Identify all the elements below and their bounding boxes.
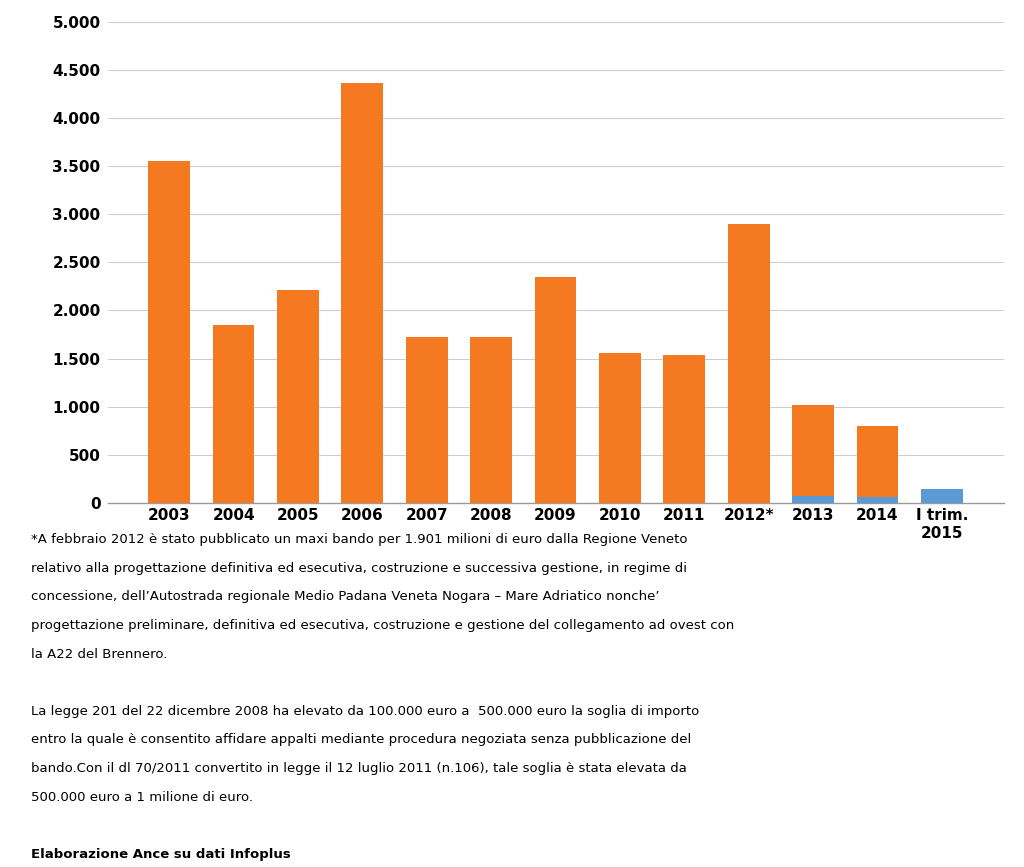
Text: concessione, dell’Autostrada regionale Medio Padana Veneta Nogara – Mare Adriati: concessione, dell’Autostrada regionale M…: [31, 590, 659, 603]
Bar: [728, 224, 770, 503]
Text: 500.000 euro a 1 milione di euro.: 500.000 euro a 1 milione di euro.: [31, 791, 253, 804]
Bar: [278, 290, 318, 503]
Text: entro la quale è consentito affidare appalti mediante procedura negoziata senza : entro la quale è consentito affidare app…: [31, 733, 691, 746]
Bar: [341, 83, 383, 503]
Bar: [148, 161, 190, 503]
Text: *A febbraio 2012 è stato pubblicato un maxi bando per 1.901 milioni di euro dall: *A febbraio 2012 è stato pubblicato un m…: [31, 533, 687, 546]
Text: relativo alla progettazione definitiva ed esecutiva, costruzione e successiva ge: relativo alla progettazione definitiva e…: [31, 562, 687, 575]
Bar: [793, 405, 834, 503]
Bar: [856, 497, 898, 503]
Bar: [535, 277, 577, 503]
Bar: [856, 426, 898, 503]
Text: La legge 201 del 22 dicembre 2008 ha elevato da 100.000 euro a  500.000 euro la : La legge 201 del 22 dicembre 2008 ha ele…: [31, 705, 699, 718]
Text: progettazione preliminare, definitiva ed esecutiva, costruzione e gestione del c: progettazione preliminare, definitiva ed…: [31, 619, 734, 632]
Bar: [921, 489, 963, 503]
Text: Elaborazione Ance su dati Infoplus: Elaborazione Ance su dati Infoplus: [31, 848, 291, 861]
Bar: [793, 496, 834, 503]
Bar: [213, 325, 255, 503]
Text: bando.Con il dl 70/2011 convertito in legge il 12 luglio 2011 (n.106), tale sogl: bando.Con il dl 70/2011 convertito in le…: [31, 762, 687, 775]
Bar: [406, 337, 447, 503]
Text: la A22 del Brennero.: la A22 del Brennero.: [31, 648, 167, 661]
Bar: [664, 355, 706, 503]
Bar: [599, 353, 641, 503]
Bar: [470, 337, 512, 503]
